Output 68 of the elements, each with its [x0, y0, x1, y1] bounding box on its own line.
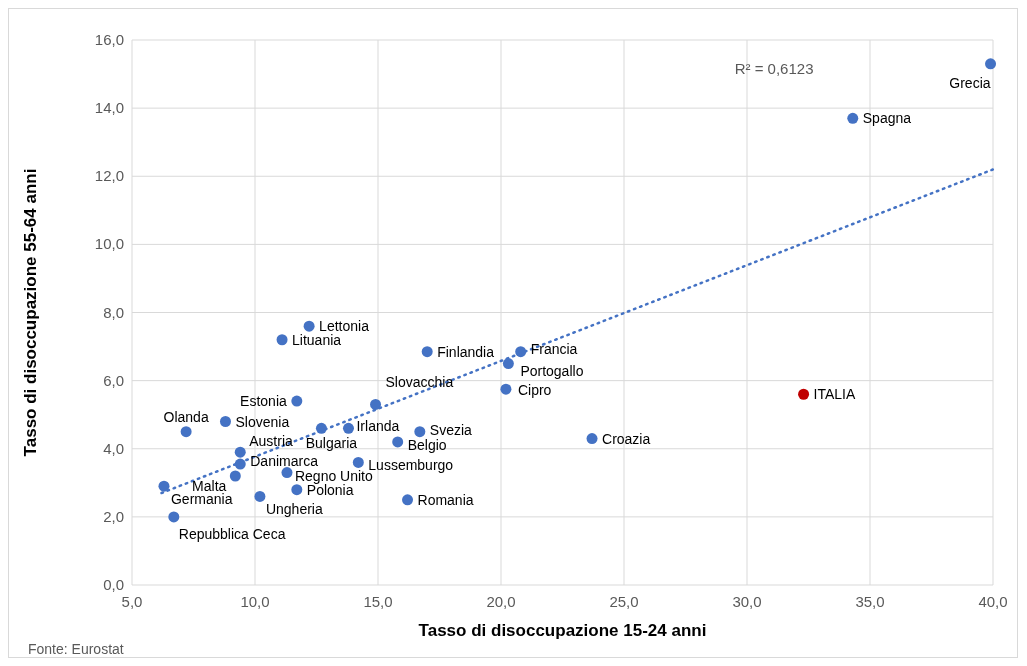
point — [291, 395, 303, 407]
series-label: Ungheria — [265, 501, 323, 518]
series-label: Spagna — [862, 110, 912, 127]
series-label: Irlanda — [356, 418, 400, 435]
y-tick-label: 6,0 — [103, 371, 124, 389]
y-tick-label: 12,0 — [94, 167, 124, 185]
series-label: Svezia — [429, 421, 473, 438]
x-tick-label: 5,0 — [121, 593, 143, 610]
x-tick-label: 20,0 — [486, 593, 516, 610]
point — [342, 422, 354, 434]
point — [303, 320, 315, 332]
series-label: Danimarca — [250, 453, 319, 470]
series-label: Francia — [530, 340, 578, 357]
series-label: Finlandia — [437, 343, 495, 360]
series-label: ITALIA — [813, 386, 856, 403]
y-tick-label: 14,0 — [94, 99, 124, 117]
series-label: Portogallo — [520, 362, 584, 379]
point — [402, 494, 414, 506]
point — [229, 470, 241, 482]
y-tick-label: 4,0 — [103, 439, 124, 457]
y-tick-label: 2,0 — [103, 507, 124, 525]
x-tick-label: 15,0 — [363, 593, 393, 610]
x-tick-label: 40,0 — [978, 593, 1008, 610]
point — [502, 358, 514, 370]
point — [352, 456, 364, 468]
series-label: Slovenia — [235, 413, 290, 430]
point — [586, 433, 598, 445]
series-label: Malta — [192, 478, 227, 494]
y-tick-label: 0,0 — [103, 576, 124, 593]
point — [291, 484, 303, 496]
point — [985, 58, 997, 70]
series-label: Cipro — [517, 382, 552, 399]
x-tick-label: 35,0 — [855, 593, 885, 610]
point — [180, 426, 192, 438]
series-label: Belgio — [407, 436, 447, 453]
point — [414, 426, 426, 438]
series-label: Repubblica Ceca — [178, 525, 286, 542]
y-tick-label: 16,0 — [94, 31, 124, 48]
source-note: Fonte: Eurostat — [28, 641, 124, 657]
series-label: Romania — [417, 491, 474, 508]
point — [168, 511, 180, 523]
x-axis-title: Tasso di disoccupazione 15-24 anni — [418, 621, 707, 640]
point — [219, 416, 231, 427]
point — [421, 346, 433, 358]
series-label: Bulgaria — [305, 435, 358, 452]
series-label: Olanda — [163, 408, 209, 425]
x-tick-label: 30,0 — [732, 593, 762, 610]
x-tick-label: 25,0 — [609, 593, 639, 610]
y-tick-label: 10,0 — [94, 235, 124, 253]
point — [370, 398, 382, 410]
point — [847, 112, 859, 124]
series-label: Austria — [249, 433, 294, 450]
x-tick-label: 10,0 — [240, 593, 270, 610]
point — [392, 436, 404, 448]
series-label: Estonia — [240, 393, 288, 410]
series-label: Germania — [170, 491, 233, 508]
series-label: Grecia — [949, 74, 991, 91]
y-tick-label: 8,0 — [103, 303, 124, 321]
point — [281, 467, 293, 479]
series-label: Croazia — [602, 430, 651, 447]
point — [276, 334, 288, 346]
point — [798, 388, 810, 400]
point — [254, 490, 266, 502]
annotation: R² = 0,6123 — [734, 60, 814, 78]
y-axis-title: Tasso di disoccupazione 55-64 anni — [21, 168, 40, 457]
point — [500, 383, 512, 395]
point — [234, 446, 246, 458]
point — [158, 480, 170, 492]
